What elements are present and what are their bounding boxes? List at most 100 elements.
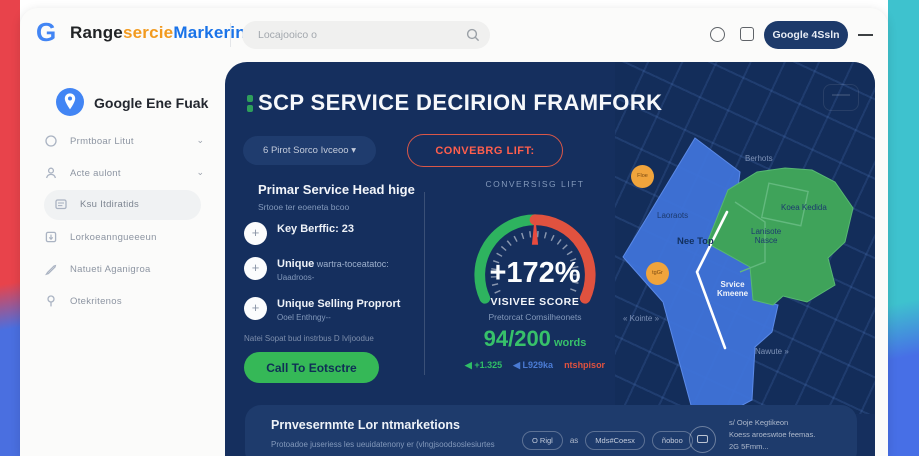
sidebar-item-natueti[interactable]: Natueti Aganigroa xyxy=(44,255,204,285)
map-label-kointe: « Kointe » xyxy=(623,314,660,323)
map-route-line xyxy=(695,210,729,350)
map[interactable]: Floe tgGr Berhots Laoraots Nee Top Koea … xyxy=(615,62,875,414)
filter-dropdown-button[interactable]: 6 Pirot Sorco Ivceoo ▾ xyxy=(243,136,376,165)
sidebar-item-otekritenos[interactable]: Otekritenos xyxy=(44,287,204,317)
list-item-title: Unique Selling Proprort xyxy=(277,298,401,310)
search-bar[interactable] xyxy=(242,21,490,49)
brand-title: RangesercieMarkering xyxy=(70,23,256,43)
panel-title: SCP SERVICE DECIRION FRAMFORK xyxy=(258,90,663,115)
sidebar-item-acte[interactable]: Acte aulont ⌄ xyxy=(44,159,204,189)
panel-menu-icon[interactable] xyxy=(823,84,859,111)
conversion-gauge xyxy=(474,214,596,304)
google-g-logo: G xyxy=(36,17,57,47)
converg-lift-button[interactable]: CONVEBRG LIFT: xyxy=(407,134,563,167)
top-bar: G RangesercieMarkering Google 4Ssln xyxy=(20,8,888,62)
map-green-zone xyxy=(706,167,854,306)
pin-icon xyxy=(47,295,55,307)
sidebar: Google Ene Fuak Prmtboar Litut ⌄ Acte au… xyxy=(20,62,225,456)
export-icon xyxy=(45,231,57,243)
brand-part3: Markering xyxy=(173,23,257,42)
plus-icon: + xyxy=(244,222,267,245)
map-label-line: Lanisote xyxy=(751,227,782,236)
words-value: 94/200 xyxy=(483,326,551,351)
gauge-value: +172% xyxy=(489,257,581,289)
note-text: Natei Sopat bud instrbus D Ivljoodue xyxy=(244,334,374,343)
minimize-icon[interactable] xyxy=(858,34,873,36)
search-icon[interactable] xyxy=(466,28,480,42)
gauge-label: CONVERSISG LIFT xyxy=(485,179,585,189)
sidebar-item-label: Otekritenos xyxy=(70,296,122,307)
sidebar-item-lorkoeann[interactable]: Lorkoeanngueeeun xyxy=(44,223,204,253)
sidebar-logo-icon xyxy=(56,88,84,116)
brand-part2: sercie xyxy=(122,23,174,42)
dashboard-panel: Floe tgGr Berhots Laoraots Nee Top Koea … xyxy=(225,62,875,456)
map-label-line: Nasce xyxy=(754,236,778,245)
map-label-srvice: Srvice Kmeene xyxy=(717,280,748,298)
map-label-berhots: Berhots xyxy=(745,154,773,163)
map-label-kedida: Koea Kedida xyxy=(781,203,827,212)
service-heading: Primar Service Head hige xyxy=(258,182,415,197)
info-line: Koess aroeswtoe feemas. xyxy=(729,430,816,439)
user-icon xyxy=(45,167,57,179)
info-line: s/ Ooje Kegtikeon xyxy=(729,418,789,427)
stat-blue: ◀ L929ka xyxy=(513,360,554,370)
column-divider xyxy=(424,192,425,375)
pill-button-2[interactable]: Mds#Coesx xyxy=(585,431,645,450)
sidebar-item-label: Ksu Itdiratids xyxy=(80,199,140,210)
bottom-toolbar-card: Prnvesernmte Lor ntmarketions Protoadoe … xyxy=(245,405,857,456)
chevron-down-icon: ⌄ xyxy=(196,167,204,177)
map-label-laoraots: Laoraots xyxy=(657,211,689,220)
gauge-column: CONVERSISG LIFT +172% VISIVEE SCORE Pret… xyxy=(437,179,633,371)
list-item-title: Unique xyxy=(277,258,315,270)
title-accent-icon xyxy=(247,95,253,115)
circle-icon xyxy=(45,135,57,147)
plus-icon: + xyxy=(244,297,267,320)
bottom-pills: O Rigl as Mds#Coesx ñoboo xyxy=(522,431,693,450)
score-label: VISIVEE SCORE xyxy=(490,296,580,308)
brand-part1: Range xyxy=(70,23,123,42)
sidebar-item-label: Lorkoeanngueeeun xyxy=(70,232,157,243)
pill-button-1[interactable]: O Rigl xyxy=(522,431,563,450)
gauge-needle xyxy=(531,214,539,245)
words-unit: words xyxy=(550,337,587,349)
call-to-action-button[interactable]: Call To Eotsctre xyxy=(244,352,379,383)
list-item-subtitle: Uaadroos- xyxy=(277,273,315,282)
sidebar-item-label: Prmtboar Litut xyxy=(70,136,134,147)
info-line: 2G 5Fmm... xyxy=(729,442,769,451)
stat-green: ◀ +1.325 xyxy=(464,360,503,370)
list-item-title: Key Berffic: 23 xyxy=(277,223,355,235)
map-label-line: Kmeene xyxy=(717,289,749,298)
map-marker-1[interactable]: Floe xyxy=(631,165,654,188)
pill-button-3[interactable]: ñoboo xyxy=(651,431,693,450)
sidebar-item-label: Acte aulont xyxy=(70,168,121,179)
bottom-info-text: s/ Ooje Kegtikeon Koess aroeswtoe feemas… xyxy=(729,417,815,453)
stats-row: ◀ +1.325 ◀ L929ka ntshpisor xyxy=(465,360,605,371)
search-input[interactable] xyxy=(258,21,458,49)
chevron-down-icon: ⌄ xyxy=(196,135,204,145)
chat-icon xyxy=(697,435,708,443)
map-marker-2[interactable]: tgGr xyxy=(646,262,669,285)
stat-red: ntshpisor xyxy=(564,360,606,370)
list-item-suffix: wartra-toceatatoc: xyxy=(314,259,389,269)
sidebar-title: Google Ene Fuak xyxy=(94,95,209,111)
list-icon xyxy=(55,199,67,210)
record-circle-icon[interactable] xyxy=(710,27,725,42)
words-counter: 94/200 words xyxy=(484,326,587,352)
right-accent-band xyxy=(888,0,919,456)
sidebar-item-label: Natueti Aganigroa xyxy=(70,264,151,275)
chat-button[interactable] xyxy=(689,426,716,453)
bottom-title: Prnvesernmte Lor ntmarketions xyxy=(271,418,460,432)
pen-icon xyxy=(45,264,57,276)
account-button[interactable]: Google 4Ssln xyxy=(764,21,848,49)
left-accent-band xyxy=(0,0,20,456)
sidebar-item-ksu-selected[interactable]: Ksu Itdiratids xyxy=(44,190,201,220)
map-shapes xyxy=(622,137,854,414)
sidebar-item-prmtboar[interactable]: Prmtboar Litut ⌄ xyxy=(44,127,204,157)
map-label-lanisote: Lanisote Nasce xyxy=(751,227,781,245)
window-square-icon[interactable] xyxy=(740,27,754,41)
map-label-line: Srvice xyxy=(720,280,745,289)
topbar-divider xyxy=(230,23,231,47)
plus-icon: + xyxy=(244,257,267,280)
service-subheading: Srtooe ter eoeneta bcoo xyxy=(258,202,350,212)
